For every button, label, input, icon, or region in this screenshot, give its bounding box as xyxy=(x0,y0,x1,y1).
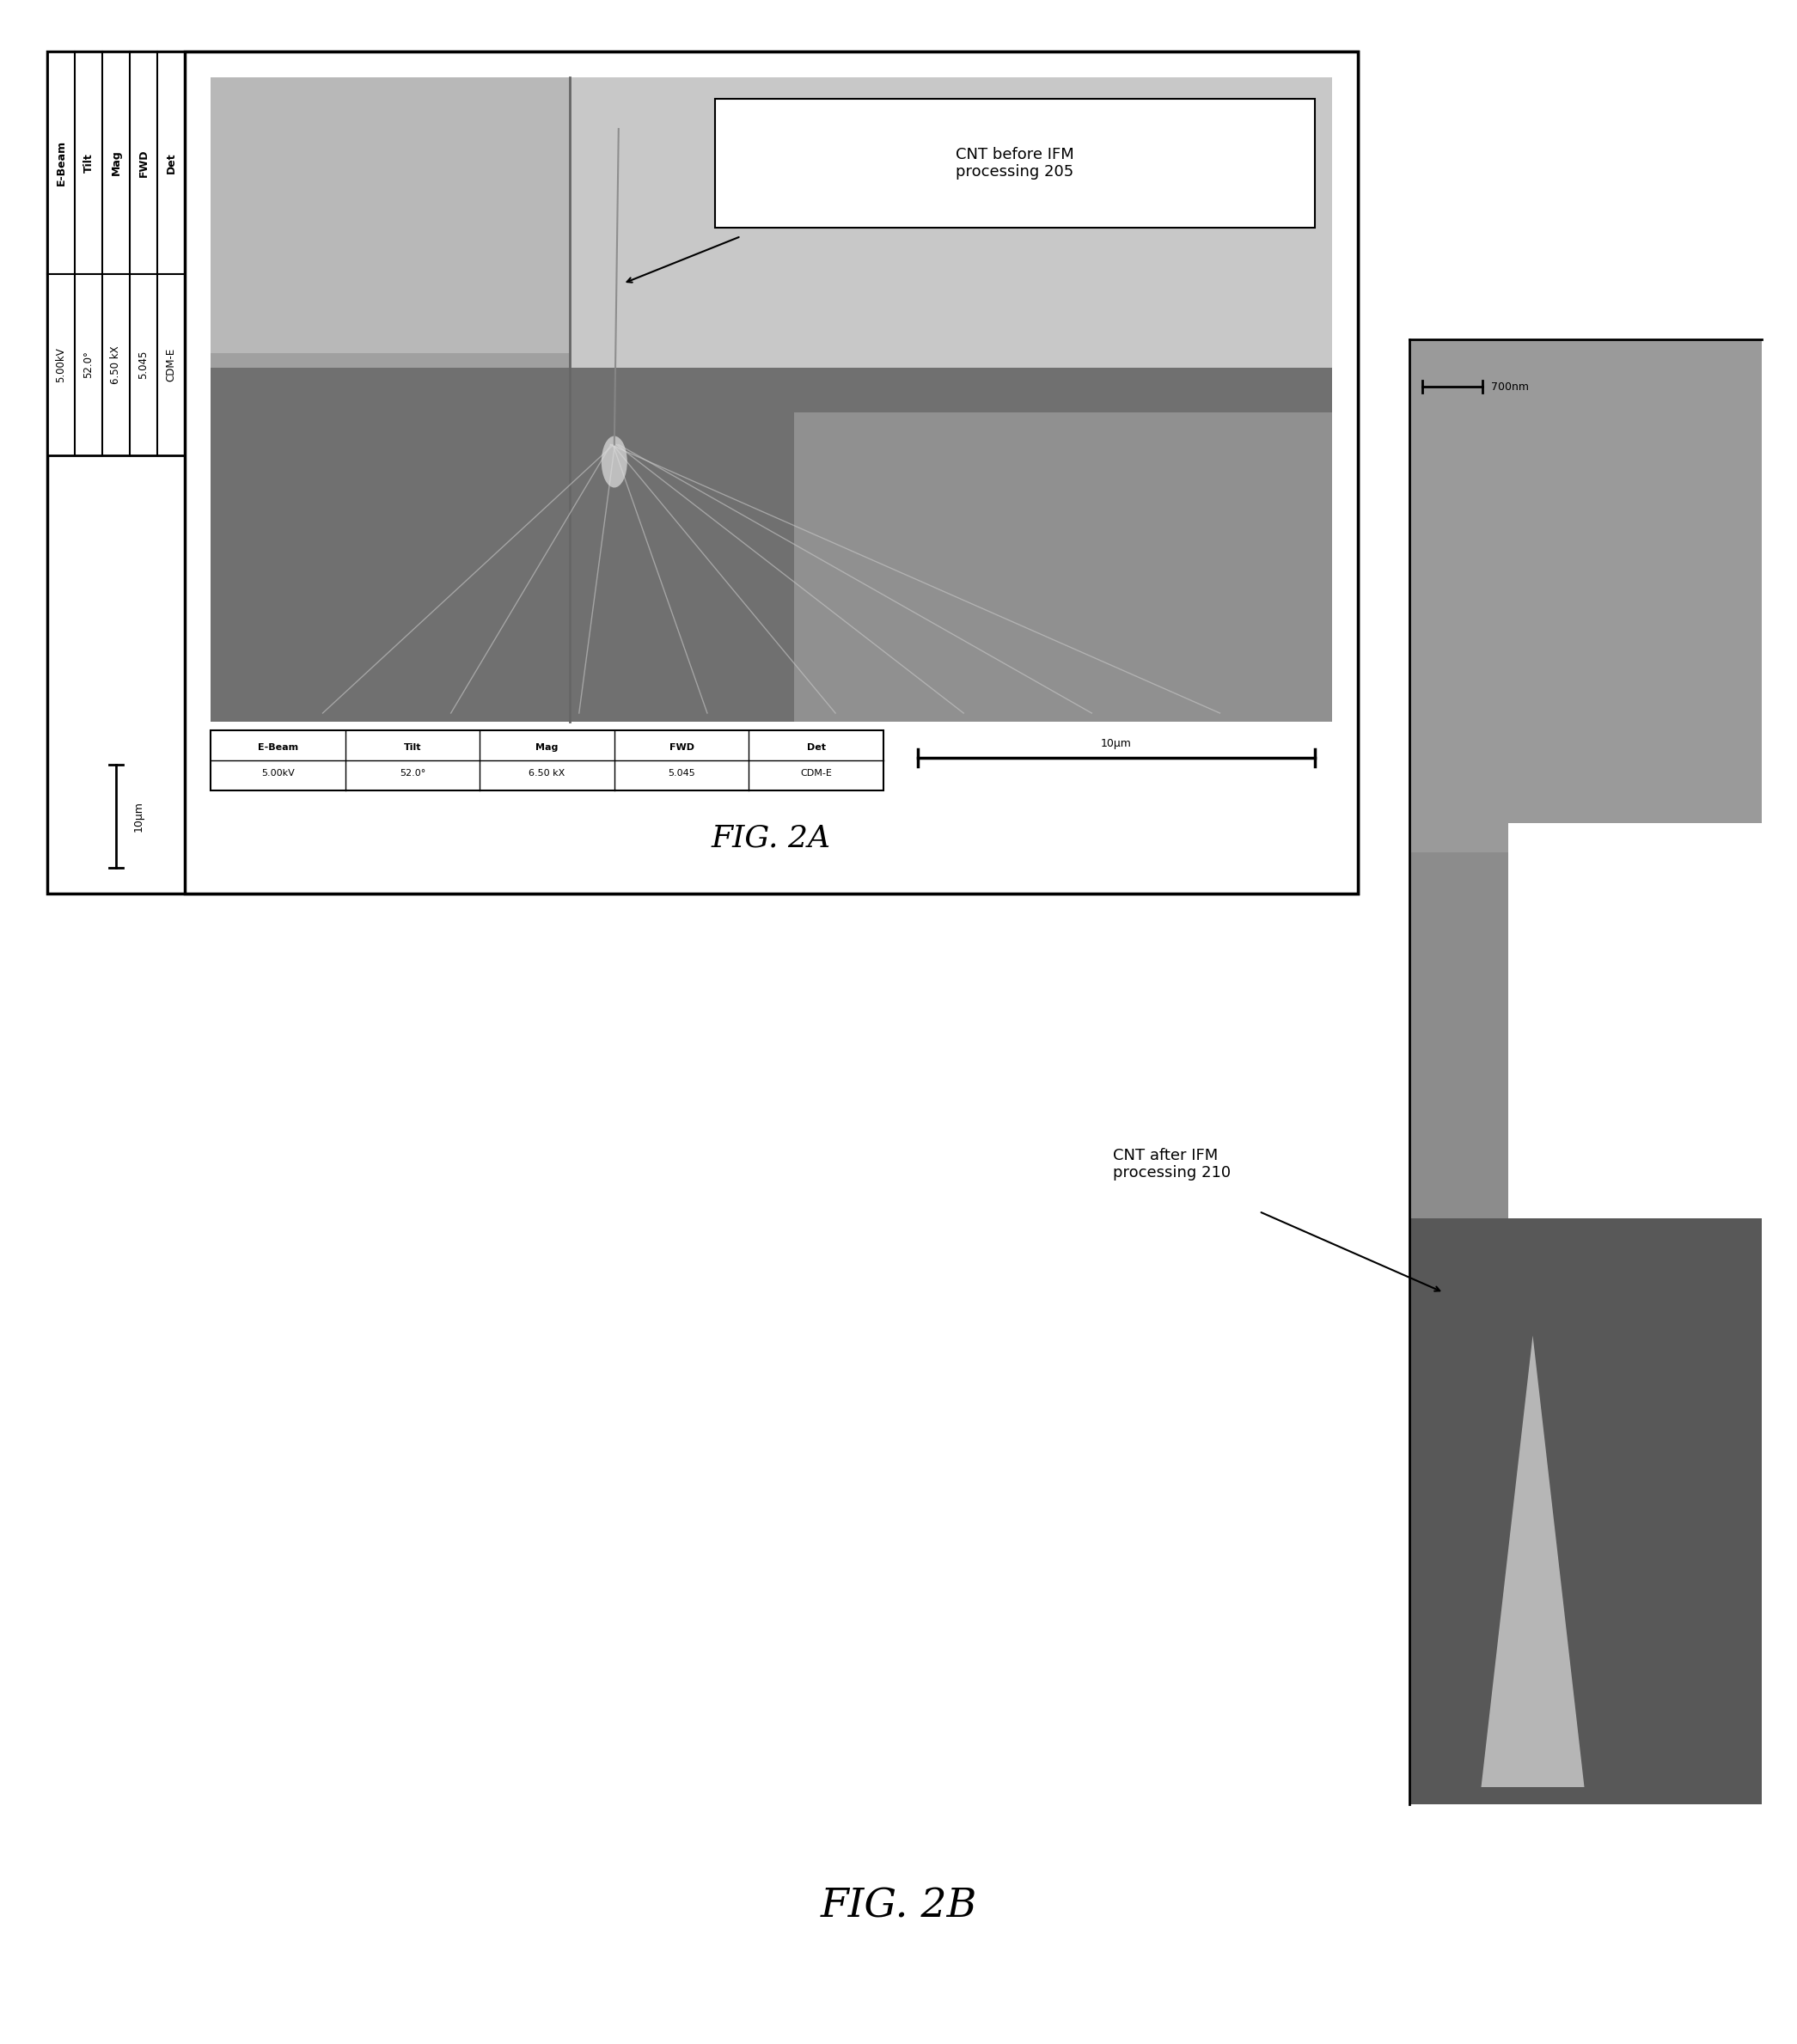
Text: CNT after IFM
processing 210: CNT after IFM processing 210 xyxy=(1112,1147,1231,1181)
Text: FWD: FWD xyxy=(668,742,694,752)
Text: 5.00kV: 5.00kV xyxy=(261,769,295,779)
Bar xyxy=(210,78,1332,722)
Text: Mag: Mag xyxy=(536,742,559,752)
Text: E-Beam: E-Beam xyxy=(257,742,298,752)
Bar xyxy=(47,51,185,456)
Bar xyxy=(1409,339,1761,1805)
Text: Det: Det xyxy=(807,742,825,752)
Text: E-Beam: E-Beam xyxy=(56,139,66,186)
Text: 5.00kV: 5.00kV xyxy=(56,347,66,382)
Text: CDM-E: CDM-E xyxy=(800,769,832,779)
Text: FWD: FWD xyxy=(138,149,149,176)
Text: Det: Det xyxy=(165,151,176,174)
Bar xyxy=(570,78,1332,368)
Polygon shape xyxy=(1481,1335,1585,1786)
Text: FIG. 2B: FIG. 2B xyxy=(819,1887,978,1925)
Bar xyxy=(210,730,884,791)
Text: 52.0°: 52.0° xyxy=(399,769,426,779)
Text: CNT before IFM
processing 205: CNT before IFM processing 205 xyxy=(956,147,1075,180)
Text: FIG. 2A: FIG. 2A xyxy=(712,824,830,852)
Text: 52.0°: 52.0° xyxy=(83,352,93,378)
Text: 5.045: 5.045 xyxy=(668,769,695,779)
Text: Tilt: Tilt xyxy=(83,153,93,172)
Ellipse shape xyxy=(602,435,627,489)
Text: 6.50 kX: 6.50 kX xyxy=(528,769,566,779)
Text: 700nm: 700nm xyxy=(1492,380,1529,392)
Bar xyxy=(1508,824,1761,1218)
Text: CDM-E: CDM-E xyxy=(165,347,176,382)
Bar xyxy=(210,368,1332,722)
Text: 10μm: 10μm xyxy=(133,801,144,832)
Text: Tilt: Tilt xyxy=(404,742,420,752)
Bar xyxy=(794,413,1332,722)
Text: 6.50 kX: 6.50 kX xyxy=(110,345,122,384)
Bar xyxy=(1409,339,1761,852)
Bar xyxy=(47,51,1359,893)
Bar xyxy=(1409,1218,1761,1805)
Bar xyxy=(715,98,1315,227)
Text: 5.045: 5.045 xyxy=(138,350,149,378)
Text: 10μm: 10μm xyxy=(1102,738,1132,750)
Bar xyxy=(210,78,570,354)
Bar xyxy=(185,51,1359,893)
Text: Mag: Mag xyxy=(110,149,122,176)
